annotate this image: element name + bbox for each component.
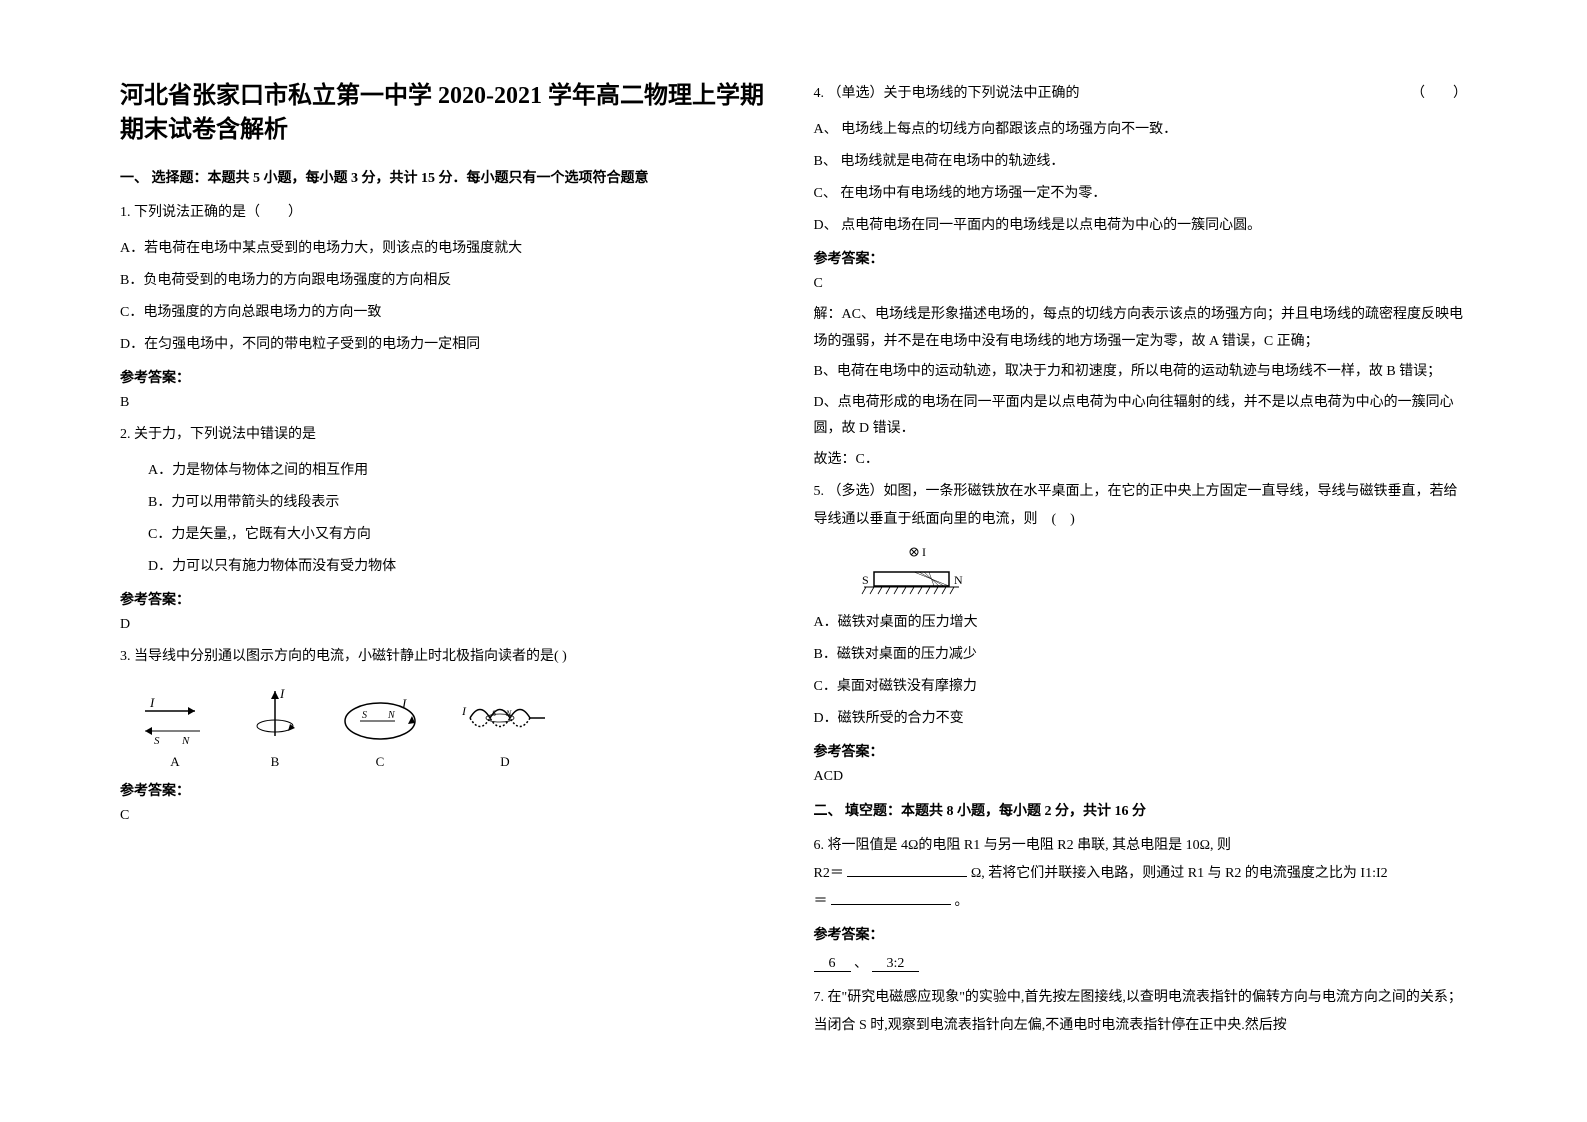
q6-stem-4: ＝ [814, 894, 828, 909]
q6-answer-sep: 、 [854, 956, 868, 971]
q3-answer: C [120, 808, 774, 824]
q5-answer: ACD [814, 769, 1468, 785]
figure-a-svg: I S N [140, 696, 210, 746]
q2-option-c: C．力是矢量,，它既有大小又有方向 [120, 521, 774, 549]
q6-blank-1 [847, 863, 967, 877]
q4-stem-text: 4. （单选）关于电场线的下列说法中正确的 [814, 86, 1080, 101]
q3-figure-a: I S N A [140, 696, 210, 770]
q4-answer-label: 参考答案： [814, 248, 1468, 268]
svg-text:S: S [154, 735, 160, 746]
q3-figure-c: I S N C [340, 696, 420, 770]
figure-c-svg: I S N [340, 696, 420, 746]
svg-text:S: S [492, 709, 496, 718]
q1-answer-label: 参考答案： [120, 367, 774, 387]
figure-b-svg: I [250, 686, 300, 746]
q1-answer: B [120, 395, 774, 411]
q2-option-a: A．力是物体与物体之间的相互作用 [120, 457, 774, 485]
svg-text:I: I [401, 696, 407, 711]
svg-text:S: S [362, 710, 367, 721]
section-1-header: 一、 选择题：本题共 5 小题，每小题 3 分，共计 15 分．每小题只有一个选… [120, 167, 774, 187]
q6-stem-2: R2＝ [814, 866, 844, 881]
q4-option-b: B、 电场线就是电荷在电场中的轨迹线． [814, 148, 1468, 176]
q5-figure: I S N [854, 544, 1468, 599]
q6-answer-label: 参考答案： [814, 924, 1468, 944]
q4-option-c: C、 在电场中有电场线的地方场强一定不为零． [814, 180, 1468, 208]
q2-option-b: B．力可以用带箭头的线段表示 [120, 489, 774, 517]
q1-option-d: D．在匀强电场中，不同的带电粒子受到的电场力一定相同 [120, 331, 774, 359]
svg-text:N: N [505, 709, 512, 718]
svg-text:I: I [149, 696, 155, 710]
q4-paren: （ ） [1411, 80, 1467, 108]
svg-text:N: N [181, 735, 190, 746]
q6-answer-b: 3:2 [872, 956, 920, 972]
q3-answer-label: 参考答案： [120, 780, 774, 800]
q4-option-d: D、 点电荷电场在同一平面内的电场线是以点电荷为中心的一簇同心圆。 [814, 212, 1468, 240]
figure-c-label: C [376, 754, 385, 770]
q6-blank-2 [831, 891, 951, 905]
svg-text:I: I [461, 704, 467, 718]
q1-option-a: A．若电荷在电场中某点受到的电场力大，则该点的电场强度就大 [120, 235, 774, 263]
figure-a-label: A [170, 754, 179, 770]
q2-answer: D [120, 617, 774, 633]
q5-option-c: C．桌面对磁铁没有摩擦力 [814, 673, 1468, 701]
figure-d-svg: I S N [460, 691, 550, 746]
q4-option-a: A、 电场线上每点的切线方向都跟该点的场强方向不一致． [814, 116, 1468, 144]
svg-text:N: N [954, 573, 963, 587]
q2-stem: 2. 关于力，下列说法中错误的是 [120, 421, 774, 449]
right-column: 4. （单选）关于电场线的下列说法中正确的 （ ） A、 电场线上每点的切线方向… [794, 80, 1488, 1042]
figure-b-label: B [271, 754, 280, 770]
q6-stem-5: 。 [955, 894, 969, 909]
q3-figure-d: I S N D [460, 691, 550, 770]
q2-answer-label: 参考答案： [120, 589, 774, 609]
q4-stem: 4. （单选）关于电场线的下列说法中正确的 （ ） [814, 80, 1468, 108]
q6-answer-a: 6 [814, 956, 851, 972]
document-title: 河北省张家口市私立第一中学 2020-2021 学年高二物理上学期期末试卷含解析 [120, 80, 774, 147]
q1-stem: 1. 下列说法正确的是（ ） [120, 199, 774, 227]
q1-option-c: C．电场强度的方向总跟电场力的方向一致 [120, 299, 774, 327]
q1-option-b: B．负电荷受到的电场力的方向跟电场强度的方向相反 [120, 267, 774, 295]
q4-exp2: B、电荷在电场中的运动轨迹，取决于力和初速度，所以电荷的运动轨迹与电场线不一样，… [814, 359, 1468, 386]
q7-stem: 7. 在"研究电磁感应现象"的实验中,首先按左图接线,以查明电流表指针的偏转方向… [814, 984, 1468, 1040]
q4-exp3: D、点电荷形成的电场在同一平面内是以点电荷为中心向往辐射的线，并不是以点电荷为中… [814, 390, 1468, 443]
svg-text:I: I [922, 545, 926, 559]
q4-answer: C [814, 276, 1468, 292]
q5-option-b: B．磁铁对桌面的压力减少 [814, 641, 1468, 669]
q5-stem: 5. （多选）如图，一条形磁铁放在水平桌面上，在它的正中央上方固定一直导线，导线… [814, 478, 1468, 534]
q3-figures: I S N A I B I S [140, 686, 774, 770]
q5-answer-label: 参考答案： [814, 741, 1468, 761]
left-column: 河北省张家口市私立第一中学 2020-2021 学年高二物理上学期期末试卷含解析… [100, 80, 794, 1042]
q6-stem: 6. 将一阻值是 4Ω的电阻 R1 与另一电阻 R2 串联, 其总电阻是 10Ω… [814, 832, 1468, 916]
q5-option-d: D．磁铁所受的合力不变 [814, 705, 1468, 733]
svg-text:I: I [279, 686, 285, 701]
figure-d-label: D [500, 754, 509, 770]
q4-exp4: 故选：C． [814, 447, 1468, 474]
q5-figure-svg: I S N [854, 544, 974, 599]
q3-stem: 3. 当导线中分别通以图示方向的电流，小磁针静止时北极指向读者的是( ) [120, 643, 774, 671]
q6-stem-3: Ω, 若将它们并联接入电路，则通过 R1 与 R2 的电流强度之比为 I1:I2 [971, 866, 1388, 881]
q3-figure-b: I B [250, 686, 300, 770]
q6-stem-1: 6. 将一阻值是 4Ω的电阻 R1 与另一电阻 R2 串联, 其总电阻是 10Ω… [814, 838, 1231, 853]
svg-text:S: S [862, 573, 869, 587]
svg-text:N: N [387, 710, 396, 721]
section-2-header: 二、 填空题：本题共 8 小题，每小题 2 分，共计 16 分 [814, 800, 1468, 820]
q2-option-d: D．力可以只有施力物体而没有受力物体 [120, 553, 774, 581]
q4-exp1: 解：AC、电场线是形象描述电场的，每点的切线方向表示该点的场强方向；并且电场线的… [814, 302, 1468, 355]
q5-option-a: A．磁铁对桌面的压力增大 [814, 609, 1468, 637]
q6-answer: 6 、 3:2 [814, 952, 1468, 972]
